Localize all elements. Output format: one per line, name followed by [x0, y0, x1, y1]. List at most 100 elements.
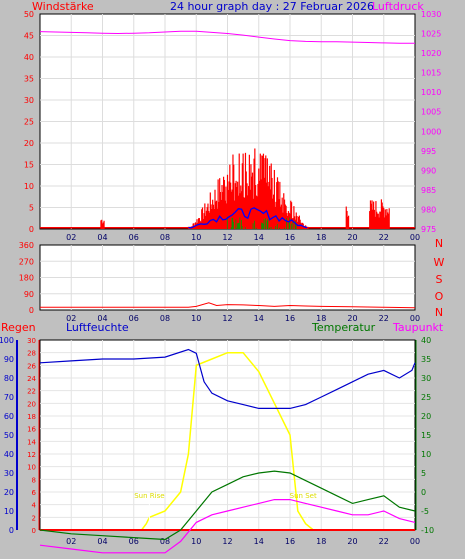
temp-y-tick-label-5: 15 — [421, 431, 431, 440]
direction-line — [40, 302, 416, 309]
humidity-y-tick-label-5: 50 — [4, 431, 14, 440]
rain-y-tick-label-15: 30 — [27, 337, 36, 345]
wind-x-tick-label-3: 08 — [160, 233, 170, 242]
rain-y-tick-label-11: 22 — [27, 388, 36, 396]
climate-series-line-2 — [39, 499, 416, 554]
wind-x-tick-label-9: 20 — [347, 233, 357, 242]
climate-x-tick-label-6: 14 — [254, 537, 264, 546]
climate-x-tick-label-0: 02 — [66, 537, 76, 546]
pressure-y-tick-label-1: 980 — [421, 205, 436, 214]
wind-y-tick-label-8: 40 — [24, 53, 34, 62]
rain-y-tick-label-5: 10 — [27, 464, 36, 472]
temp-y-tick-label-9: 35 — [421, 355, 431, 364]
dir-label-o: O — [435, 290, 444, 303]
humidity-y-tick-label-2: 20 — [4, 488, 14, 497]
rain-y-tick-label-7: 14 — [27, 438, 36, 446]
wind-x-tick-label-1: 04 — [97, 233, 107, 242]
dir-x-tick-label-6: 14 — [254, 314, 264, 323]
dir-x-tick-label-7: 16 — [285, 314, 295, 323]
wind-x-tick-label-7: 16 — [285, 233, 295, 242]
pressure-y-tick-label-10: 1025 — [421, 30, 441, 39]
dir-x-tick-label-9: 20 — [347, 314, 357, 323]
pressure-y-tick-label-3: 990 — [421, 166, 436, 175]
wind-y-tick-label-7: 35 — [24, 75, 34, 84]
rain-y-tick-label-6: 12 — [27, 451, 36, 459]
dir-x-tick-label-5: 12 — [222, 314, 232, 323]
temp-y-tick-label-7: 25 — [421, 393, 431, 402]
humidity-y-tick-label-8: 80 — [4, 374, 14, 383]
marks-layer: Sun Rise Sun Set — [39, 30, 416, 554]
climate-x-tick-label-10: 22 — [379, 537, 389, 546]
temp-y-tick-label-8: 30 — [421, 374, 431, 383]
rain-y-tick-label-14: 28 — [27, 350, 36, 358]
dir-label-n-bottom: N — [435, 306, 443, 319]
temp-y-tick-label-6: 20 — [421, 412, 431, 421]
climate-x-tick-label-4: 10 — [191, 537, 201, 546]
climate-series-line-1 — [39, 470, 416, 541]
wind-y-tick-label-9: 45 — [24, 32, 34, 41]
pressure-y-tick-label-4: 995 — [421, 147, 436, 156]
climate-series-line-0 — [39, 348, 416, 409]
temp-y-tick-label-10: 40 — [421, 336, 431, 345]
temperatur-label: Temperatur — [311, 321, 376, 334]
dir-y-tick-label-2: 180 — [19, 274, 34, 283]
wind-label: Windstärke — [32, 0, 94, 13]
temp-y-tick-label-4: 10 — [421, 450, 431, 459]
wind-y-tick-label-0: 0 — [29, 225, 34, 234]
rain-y-tick-label-9: 18 — [27, 413, 36, 421]
dir-y-tick-label-3: 270 — [19, 257, 34, 266]
humidity-y-tick-label-6: 60 — [4, 412, 14, 421]
wind-x-tick-label-2: 06 — [129, 233, 139, 242]
humidity-y-tick-label-9: 90 — [4, 355, 14, 364]
wind-x-tick-label-11: 00 — [410, 233, 420, 242]
dir-label-w: W — [434, 256, 445, 269]
dir-x-tick-label-1: 04 — [97, 314, 107, 323]
dir-label-n-top: N — [435, 237, 443, 250]
temp-y-tick-label-0: -10 — [421, 526, 434, 535]
pressure-line — [39, 30, 415, 44]
pressure-y-tick-label-11: 1030 — [421, 10, 441, 19]
wind-y-tick-label-1: 5 — [29, 204, 34, 213]
wind-y-tick-label-5: 25 — [24, 118, 34, 127]
wind-y-tick-label-2: 10 — [24, 182, 34, 191]
wind-y-tick-label-6: 30 — [24, 96, 34, 105]
tick-layer: 0510152025303540455097598098599099510001… — [0, 10, 441, 546]
climate-x-tick-label-2: 06 — [129, 537, 139, 546]
rain-y-tick-label-3: 6 — [32, 489, 37, 497]
pressure-y-tick-label-9: 1020 — [421, 49, 441, 58]
dir-x-tick-label-3: 08 — [160, 314, 170, 323]
wind-x-tick-label-5: 12 — [222, 233, 232, 242]
dir-x-tick-label-10: 22 — [379, 314, 389, 323]
wind-x-tick-label-0: 02 — [66, 233, 76, 242]
gust-line — [188, 207, 308, 229]
pressure-y-tick-label-8: 1015 — [421, 69, 441, 78]
pressure-y-tick-label-5: 1000 — [421, 127, 441, 136]
wind-x-tick-label-8: 18 — [316, 233, 326, 242]
rain-y-tick-label-0: 0 — [32, 527, 36, 535]
dir-x-tick-label-0: 02 — [66, 314, 76, 323]
dir-x-tick-label-11: 00 — [410, 314, 420, 323]
rain-y-tick-label-10: 20 — [27, 400, 36, 408]
rain-y-tick-label-8: 16 — [27, 426, 36, 434]
wind-x-tick-label-4: 10 — [191, 233, 201, 242]
dir-x-tick-label-8: 18 — [316, 314, 326, 323]
rain-y-tick-label-12: 24 — [27, 375, 36, 383]
climate-x-tick-label-1: 04 — [97, 537, 107, 546]
rain-y-tick-label-1: 2 — [32, 514, 36, 522]
wind-y-tick-label-3: 15 — [24, 161, 34, 170]
humidity-y-tick-label-0: 0 — [9, 526, 14, 535]
climate-x-tick-label-11: 00 — [410, 537, 420, 546]
climate-x-tick-label-3: 08 — [160, 537, 170, 546]
temp-y-tick-label-2: 0 — [421, 488, 426, 497]
wind-x-tick-label-10: 22 — [379, 233, 389, 242]
pressure-y-tick-label-7: 1010 — [421, 88, 441, 97]
climate-x-tick-label-8: 18 — [316, 537, 326, 546]
pressure-y-tick-label-0: 975 — [421, 225, 436, 234]
pressure-y-tick-label-6: 1005 — [421, 108, 441, 117]
humidity-y-tick-label-10: 100 — [0, 336, 14, 345]
wind-x-tick-label-6: 14 — [254, 233, 264, 242]
pressure-y-tick-label-2: 985 — [421, 186, 436, 195]
graph-title: 24 hour graph day : 27 Februar 2026 — [170, 0, 374, 13]
